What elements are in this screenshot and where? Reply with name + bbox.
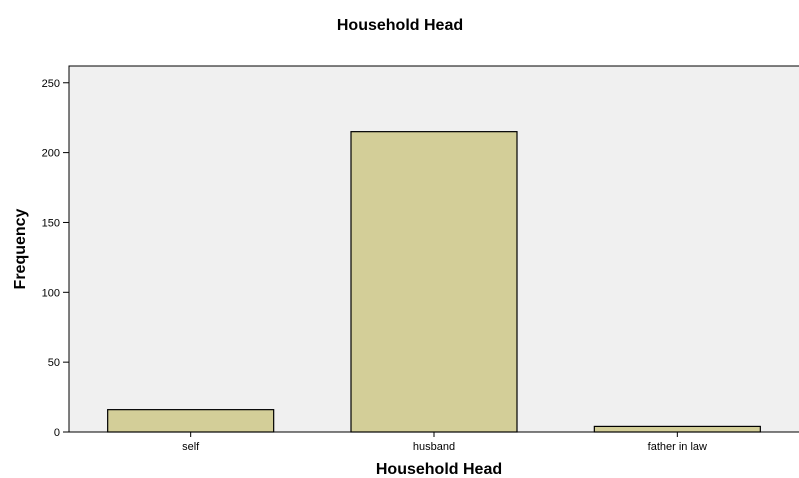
bar-self	[107, 409, 275, 433]
x-tick-label: husband	[413, 441, 455, 453]
chart-title: Household Head	[337, 17, 463, 34]
x-tick-label: self	[182, 441, 200, 453]
y-tick-label: 150	[42, 217, 60, 229]
bar-husband	[350, 131, 518, 433]
y-axis-title: Frequency	[12, 208, 29, 289]
x-tick-label: father in law	[648, 441, 707, 453]
y-axis: 0 50 100 150 200 250	[42, 78, 69, 439]
x-axis-title: Household Head	[376, 461, 502, 478]
y-tick-label: 250	[42, 78, 60, 90]
y-tick-label: 0	[54, 427, 60, 439]
bar-father-in-law	[593, 425, 761, 433]
x-axis: self husband father in law	[69, 431, 799, 453]
y-tick-label: 50	[48, 357, 60, 369]
plot-frame	[68, 65, 799, 432]
y-tick-label: 100	[42, 287, 60, 299]
bars-group	[107, 131, 761, 433]
y-tick-label: 200	[42, 148, 60, 160]
